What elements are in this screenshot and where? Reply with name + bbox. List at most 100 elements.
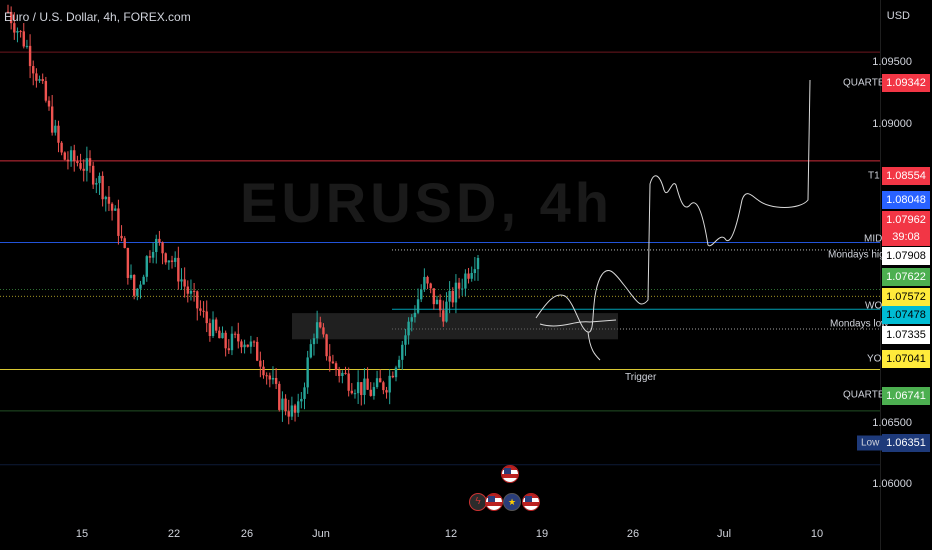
candle-body <box>98 175 101 184</box>
eu-flag-event-icon[interactable]: ★ <box>504 494 520 510</box>
candle-body <box>334 363 338 370</box>
candle-body <box>192 290 196 292</box>
candle-body <box>356 382 360 394</box>
candle-body <box>426 276 429 284</box>
candle-body <box>170 260 174 262</box>
candle-body <box>278 383 281 410</box>
candle-body <box>110 203 114 211</box>
candle-body <box>259 360 262 367</box>
candle-body <box>252 341 256 343</box>
candle-body <box>265 375 268 377</box>
candle-body <box>319 322 322 328</box>
lightning-event-icon[interactable]: ϟ <box>470 494 486 510</box>
candle-body <box>32 66 35 74</box>
y-tick: 1.09000 <box>872 118 912 130</box>
candle-body <box>183 279 186 287</box>
candle-body <box>120 235 123 239</box>
candle-body <box>397 359 401 368</box>
level-label-t1: T1 <box>868 170 880 182</box>
candle-body <box>385 390 388 393</box>
candle-body <box>79 163 82 169</box>
y-tick: 1.06500 <box>872 417 912 429</box>
candle-body <box>388 375 391 393</box>
candle-body <box>155 238 158 253</box>
trigger-annotation: Trigger <box>625 372 657 383</box>
candle-body <box>454 282 458 303</box>
trigger-marks <box>539 319 617 361</box>
candle-body <box>136 288 139 296</box>
candle-body <box>249 341 253 347</box>
candle-body <box>423 276 426 290</box>
candle-body <box>142 276 145 285</box>
candle-body <box>114 208 117 211</box>
candle-body <box>88 158 92 166</box>
candle-body <box>57 125 60 143</box>
candle-body <box>158 238 161 243</box>
us-flag-event-icon[interactable] <box>486 494 502 510</box>
candle-body <box>63 152 66 160</box>
candle-body <box>457 282 461 289</box>
candle-body <box>101 175 104 200</box>
candle-body <box>214 319 218 331</box>
candle-body <box>366 378 369 390</box>
level-label-mondays-high: Mondays high <box>828 249 891 261</box>
price-badge-quarter-high: 1.09342 <box>882 74 930 92</box>
level-label-mid: MID <box>864 233 883 245</box>
candle-body <box>19 31 22 33</box>
price-badge-yellow: 1.07572 <box>882 288 930 306</box>
candle-body <box>382 382 385 391</box>
price-badge-mondays-high: 1.07908 <box>882 247 930 265</box>
candle-body <box>6 11 10 13</box>
candle-body <box>107 196 111 204</box>
price-badge-quarter-low: 1.06741 <box>882 387 930 405</box>
candle-body <box>303 387 306 399</box>
y-tick: 1.06000 <box>872 478 912 490</box>
candle-body <box>297 401 300 413</box>
candle-body <box>262 366 265 376</box>
price-badge-current: 1.07962 <box>882 211 930 229</box>
candle-body <box>331 361 335 364</box>
candle-body <box>306 357 309 388</box>
candle-body <box>410 317 413 322</box>
candle-body <box>199 308 202 311</box>
candle-body <box>416 299 420 313</box>
candle-body <box>205 311 208 324</box>
candle-body <box>227 348 231 351</box>
candle-body <box>117 208 120 236</box>
x-tick: 19 <box>535 528 549 540</box>
candle-body <box>230 333 234 351</box>
us-flag-event-icon[interactable] <box>502 466 518 482</box>
candle-body <box>60 142 63 153</box>
candle-body <box>375 378 379 388</box>
x-tick: 26 <box>626 528 640 540</box>
candle-body <box>287 411 290 417</box>
candle-body <box>218 330 221 339</box>
candle-body <box>363 378 366 396</box>
candle-body <box>148 256 152 258</box>
candle-body <box>407 321 410 336</box>
candle-body <box>379 378 382 383</box>
candle-body <box>9 11 13 24</box>
candle-body <box>312 338 316 345</box>
candle-body <box>221 332 224 339</box>
candle-body <box>123 238 126 248</box>
price-badge-blue: 1.08048 <box>882 191 930 209</box>
candle-body <box>473 269 477 274</box>
candle-body <box>309 344 313 358</box>
price-badge-mondays-low: 1.07335 <box>882 326 930 344</box>
candle-body <box>91 165 95 185</box>
candle-body <box>54 125 57 133</box>
candle-body <box>28 45 32 67</box>
candle-body <box>73 150 76 162</box>
candle-body <box>467 273 470 279</box>
projection-path <box>535 79 811 333</box>
candle-body <box>347 373 350 391</box>
x-tick: Jul <box>716 528 732 540</box>
candle-body <box>47 100 51 107</box>
candle-body <box>104 196 107 200</box>
level-label-quarter-low: QUARTER <box>843 389 892 401</box>
candle-body <box>435 299 439 305</box>
us-flag-event-icon[interactable] <box>523 494 539 510</box>
